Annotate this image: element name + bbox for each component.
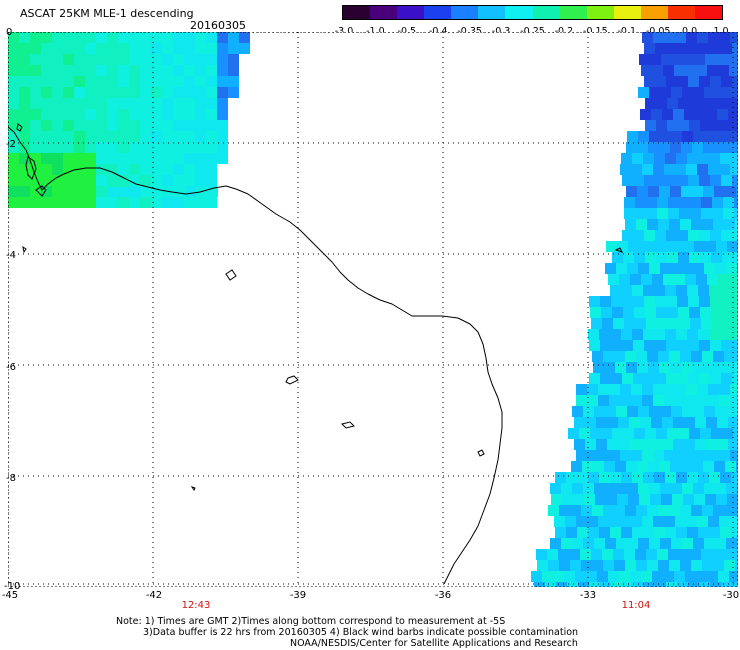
colorbar-segment xyxy=(397,6,425,19)
colorbar-segment xyxy=(640,6,668,19)
colorbar-segment xyxy=(586,6,614,19)
colorbar-segment xyxy=(667,6,696,19)
swath-map xyxy=(8,32,738,587)
coastline xyxy=(8,123,623,585)
colorbar-segment xyxy=(695,6,723,19)
colorbar xyxy=(342,5,723,20)
x-tick-4: -33 xyxy=(579,590,597,601)
colorbar-segment xyxy=(370,6,398,19)
colorbar-segment xyxy=(559,6,587,19)
colorbar-segment xyxy=(532,6,560,19)
colorbar-label: -0.1 xyxy=(617,26,637,37)
y-tick-0: 0 xyxy=(6,27,13,38)
colorbar-segment xyxy=(505,6,533,19)
y-tick-1: -2 xyxy=(6,139,16,150)
colorbar-label: -0.35 xyxy=(457,26,482,37)
note-line-3: NOAA/NESDIS/Center for Satellite Applica… xyxy=(290,638,578,649)
note-line-1: Note: 1) Times are GMT 2)Times along bot… xyxy=(116,616,506,627)
y-tick-4: -8 xyxy=(6,473,16,484)
x-tick-1: -42 xyxy=(145,590,163,601)
swath-right xyxy=(531,32,738,587)
colorbar-label: 0.0 xyxy=(682,26,698,37)
grid-lines xyxy=(8,32,738,587)
swath-left xyxy=(8,32,250,208)
colorbar-segment xyxy=(343,6,371,19)
colorbar-segment xyxy=(613,6,641,19)
y-tick-5: -10 xyxy=(4,581,21,592)
colorbar-label: 1.0 xyxy=(713,26,729,37)
x-tick-2: -39 xyxy=(289,590,307,601)
colorbar-label: -0.3 xyxy=(491,26,511,37)
map-date: 20160305 xyxy=(190,19,246,32)
note-line-2: 3)Data buffer is 22 hrs from 20160305 4)… xyxy=(143,627,579,638)
y-tick-2: -4 xyxy=(6,250,16,261)
map-title: ASCAT 25KM MLE-1 descending xyxy=(20,7,194,20)
pass-time-right: 11:04 xyxy=(621,600,651,611)
y-tick-3: -6 xyxy=(6,362,16,373)
pass-time-left: 12:43 xyxy=(181,600,211,611)
x-tick-5: -30 xyxy=(722,590,740,601)
colorbar-label: -0.15 xyxy=(583,26,608,37)
x-tick-0: -45 xyxy=(1,590,19,601)
colorbar-segment xyxy=(451,6,479,19)
colorbar-label: -1.0 xyxy=(366,26,385,37)
colorbar-segment xyxy=(478,6,506,19)
colorbar-segment xyxy=(424,6,452,19)
colorbar-label: -0.25 xyxy=(520,26,545,37)
x-tick-3: -36 xyxy=(434,590,452,601)
colorbar-label: -0.5 xyxy=(397,26,417,37)
